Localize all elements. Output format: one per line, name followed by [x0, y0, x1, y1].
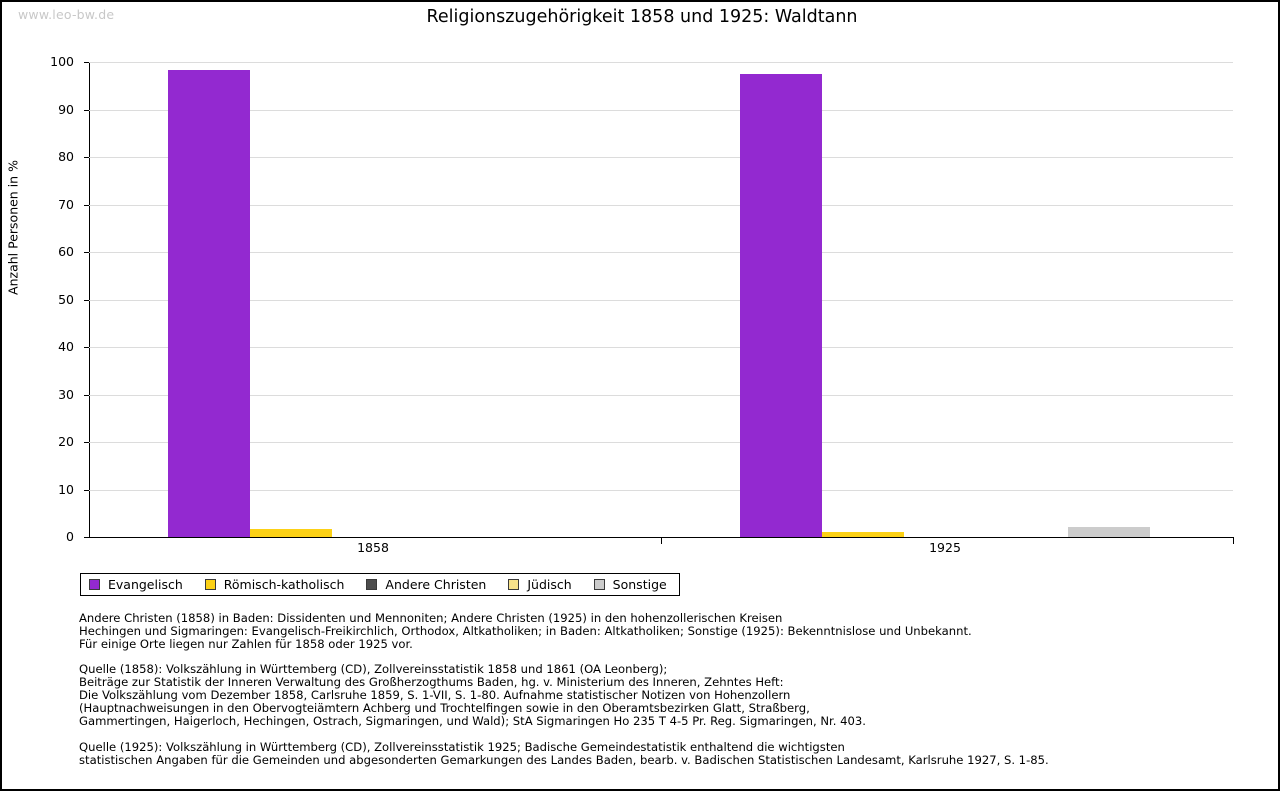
gridline: [89, 62, 1233, 63]
legend-item-label: Andere Christen: [385, 577, 487, 592]
y-axis-title: Anzahl Personen in %: [5, 160, 21, 295]
legend-item-label: Evangelisch: [108, 577, 183, 592]
y-axis-tick-label: 100: [50, 54, 74, 69]
gridline: [89, 490, 1233, 491]
bar: [250, 529, 332, 537]
bar: [740, 74, 822, 537]
legend-item[interactable]: Andere Christen: [366, 577, 486, 592]
legend-item[interactable]: Evangelisch: [89, 577, 183, 592]
bar: [1068, 527, 1150, 537]
gridline: [89, 347, 1233, 348]
y-axis-tick-label: 50: [58, 292, 74, 307]
y-axis-tick: [84, 205, 89, 206]
y-axis-tick: [84, 157, 89, 158]
x-axis-line: [89, 537, 1234, 538]
legend-item[interactable]: Sonstige: [593, 577, 667, 592]
y-axis-tick-label: 20: [58, 434, 74, 449]
y-axis-tick: [84, 110, 89, 111]
x-axis-tick: [1233, 538, 1234, 544]
footnote-source-1858: Quelle (1858): Volkszählung in Württembe…: [79, 662, 866, 729]
legend-swatch-icon: [366, 579, 378, 590]
legend-swatch-icon: [89, 579, 100, 590]
y-axis-tick-label: 90: [58, 102, 74, 117]
y-axis-tick-label: 30: [58, 387, 74, 402]
x-axis-tick: [661, 538, 662, 544]
gridline: [89, 395, 1233, 396]
legend-item-label: Jüdisch: [527, 577, 572, 592]
page-title: Religionszugehörigkeit 1858 und 1925: Wa…: [426, 7, 858, 27]
x-axis-tick-label: 1858: [357, 540, 389, 555]
y-axis-tick: [84, 395, 89, 396]
footnote-source-1925: Quelle (1925): Volkszählung in Württembe…: [79, 740, 1049, 768]
y-axis-tick-label: 80: [58, 149, 74, 164]
legend-swatch-icon: [204, 579, 216, 590]
y-axis-tick-label: 70: [58, 197, 74, 212]
legend-swatch-icon: [508, 579, 520, 590]
y-axis-tick: [84, 347, 89, 348]
legend: Evangelisch Römisch-katholisch Andere Chri…: [80, 573, 680, 596]
footnote-definitions: Andere Christen (1858) in Baden: Disside…: [79, 611, 972, 652]
legend-item[interactable]: Römisch-katholisch: [204, 577, 345, 592]
y-axis-tick-label: 0: [66, 529, 74, 544]
legend-item-label: Sonstige: [612, 577, 667, 592]
legend-item-label: Römisch-katholisch: [223, 577, 345, 592]
legend-swatch-icon: [593, 579, 605, 590]
legend-item[interactable]: Jüdisch: [508, 577, 572, 592]
y-axis-tick: [84, 442, 89, 443]
y-axis-tick-label: 60: [58, 244, 74, 259]
y-axis-tick: [84, 300, 89, 301]
gridline: [89, 300, 1233, 301]
y-axis-tick-label: 40: [58, 339, 74, 354]
watermark: www.leo-bw.de: [18, 7, 115, 22]
x-axis-tick-label: 1925: [929, 540, 961, 555]
gridline: [89, 110, 1233, 111]
gridline: [89, 252, 1233, 253]
bar: [168, 70, 250, 537]
y-axis-tick: [84, 490, 89, 491]
y-axis-tick: [84, 62, 89, 63]
gridline: [89, 157, 1233, 158]
bar: [822, 532, 904, 537]
plot-area: [89, 62, 1233, 537]
y-axis-tick: [84, 252, 89, 253]
y-axis-tick-label: 10: [58, 482, 74, 497]
y-axis-tick: [84, 537, 89, 538]
gridline: [89, 205, 1233, 206]
gridline: [89, 442, 1233, 443]
